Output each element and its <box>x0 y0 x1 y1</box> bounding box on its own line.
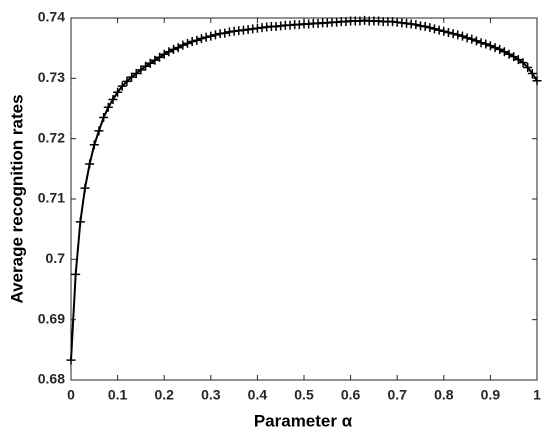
marker <box>448 29 458 39</box>
marker <box>155 52 165 62</box>
y-tick-label: 0.69 <box>38 310 65 326</box>
marker <box>89 140 99 150</box>
marker <box>523 62 533 72</box>
marker <box>513 55 523 65</box>
marker <box>164 47 174 57</box>
x-tick-label: 0.9 <box>481 387 501 403</box>
marker <box>439 26 449 36</box>
marker <box>434 25 444 35</box>
marker <box>476 38 486 48</box>
marker <box>85 159 95 169</box>
marker <box>173 43 183 53</box>
marker <box>136 65 146 75</box>
x-tick-label: 0.1 <box>108 387 128 403</box>
marker <box>192 35 202 45</box>
marker <box>131 69 141 79</box>
y-tick-label: 0.7 <box>46 250 66 266</box>
marker <box>150 55 160 65</box>
marker <box>99 113 109 123</box>
marker <box>220 28 230 38</box>
marker <box>145 58 155 68</box>
marker <box>532 76 542 86</box>
marker <box>169 44 179 54</box>
marker <box>108 94 118 104</box>
marker <box>103 102 113 112</box>
plot-frame <box>70 17 538 381</box>
marker <box>196 34 206 44</box>
marker <box>429 24 439 34</box>
x-tick-label: 0.3 <box>201 387 221 403</box>
marker <box>113 87 123 97</box>
marker <box>210 30 220 40</box>
y-tick-label: 0.74 <box>38 9 65 25</box>
marker <box>206 31 216 41</box>
marker <box>490 43 500 53</box>
y-tick-label: 0.71 <box>38 190 65 206</box>
marker <box>420 21 430 31</box>
marker <box>66 355 76 365</box>
marker <box>471 36 481 46</box>
y-tick-label: 0.68 <box>38 371 65 387</box>
marker <box>80 183 90 193</box>
x-tick-label: 0 <box>67 387 75 403</box>
marker <box>495 44 505 54</box>
marker <box>462 33 472 43</box>
y-axis-label: Average recognition rates <box>7 94 26 303</box>
y-tick-label: 0.73 <box>38 69 65 85</box>
marker <box>527 69 537 79</box>
x-tick-label: 0.5 <box>294 387 314 403</box>
marker <box>187 37 197 47</box>
marker <box>509 52 519 62</box>
marker <box>443 27 453 37</box>
marker <box>159 49 169 59</box>
x-tick-label: 0.2 <box>154 387 174 403</box>
marker <box>127 72 137 82</box>
marker <box>425 23 435 33</box>
x-tick-label: 0.8 <box>434 387 454 403</box>
marker <box>504 49 514 59</box>
x-tick-label: 1 <box>533 387 541 403</box>
marker <box>71 269 81 279</box>
marker <box>411 20 421 30</box>
marker <box>499 47 509 57</box>
y-tick-label: 0.72 <box>38 129 65 145</box>
marker <box>94 126 104 136</box>
x-tick-label: 0.7 <box>387 387 407 403</box>
x-axis-label: Parameter α <box>254 411 353 430</box>
marker <box>457 31 467 41</box>
marker <box>467 34 477 44</box>
marker <box>481 39 491 49</box>
x-tick-label: 0.4 <box>248 387 268 403</box>
marker <box>518 58 528 68</box>
marker <box>183 38 192 48</box>
marker <box>178 40 188 50</box>
marker <box>122 76 132 86</box>
marker <box>485 41 495 51</box>
marker <box>117 81 127 91</box>
marker <box>453 30 463 40</box>
x-tick-label: 0.6 <box>341 387 361 403</box>
marker <box>75 217 85 227</box>
marker <box>201 32 211 42</box>
marker <box>141 61 151 71</box>
